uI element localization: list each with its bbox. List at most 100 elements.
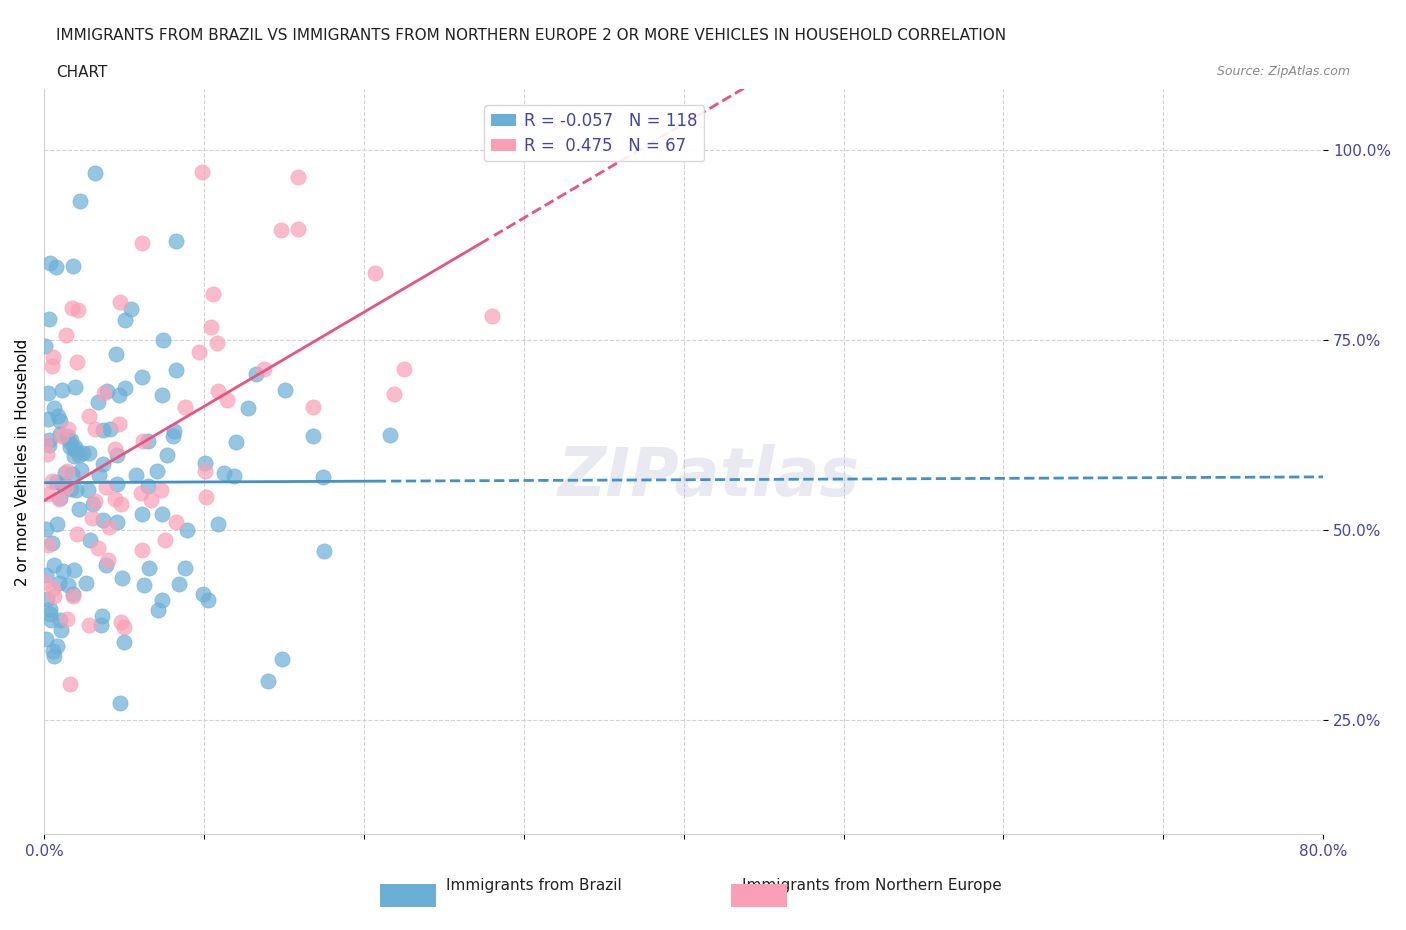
- Point: [131, 542, 153, 557]
- Point: [60, 466, 83, 481]
- Point: [65, 440, 87, 455]
- Point: [90, 609, 112, 624]
- Point: [481, 309, 503, 324]
- Point: [382, 386, 405, 401]
- Point: [39, 255, 62, 270]
- Text: CHART: CHART: [56, 65, 108, 80]
- Point: [41, 359, 63, 374]
- Point: [83, 421, 105, 436]
- Point: [252, 362, 274, 377]
- Point: [56, 578, 79, 592]
- Point: [62, 563, 84, 578]
- Point: [163, 424, 186, 439]
- Point: [48, 491, 70, 506]
- Point: [66, 302, 89, 317]
- Point: [90, 618, 112, 632]
- Point: [131, 236, 153, 251]
- Point: [174, 561, 197, 576]
- Point: [105, 514, 128, 529]
- Point: [110, 295, 132, 310]
- Point: [112, 620, 135, 635]
- Point: [75, 575, 97, 590]
- Point: [77, 445, 100, 460]
- Point: [60, 300, 83, 315]
- Point: [104, 441, 127, 456]
- Point: [176, 523, 198, 538]
- Point: [42, 588, 65, 603]
- Point: [287, 170, 309, 185]
- Point: [207, 384, 229, 399]
- Point: [94, 479, 117, 494]
- Text: Immigrants from Northern Europe: Immigrants from Northern Europe: [742, 878, 1001, 893]
- Point: [104, 347, 127, 362]
- Point: [270, 652, 292, 667]
- Point: [34, 575, 56, 590]
- Point: [69, 193, 91, 208]
- Point: [91, 422, 114, 437]
- Point: [45, 259, 67, 274]
- Point: [42, 350, 65, 365]
- Point: [65, 379, 87, 394]
- Point: [207, 516, 229, 531]
- Point: [87, 468, 110, 483]
- Point: [55, 612, 77, 627]
- Point: [44, 648, 66, 663]
- Point: [287, 221, 309, 236]
- Point: [302, 428, 325, 443]
- Point: [87, 394, 110, 409]
- Point: [82, 497, 104, 512]
- Point: [37, 385, 59, 400]
- Point: [79, 409, 101, 424]
- Point: [59, 676, 82, 691]
- Point: [132, 433, 155, 448]
- Point: [37, 538, 59, 553]
- Point: [55, 327, 77, 342]
- Point: [96, 558, 118, 573]
- Point: [66, 526, 89, 541]
- Point: [191, 586, 214, 601]
- Point: [35, 567, 58, 582]
- Point: [51, 382, 73, 397]
- Point: [51, 428, 73, 443]
- Point: [72, 445, 94, 460]
- Point: [152, 333, 174, 348]
- Point: [55, 464, 77, 479]
- Point: [105, 477, 128, 492]
- Point: [200, 319, 222, 334]
- Point: [42, 401, 65, 416]
- Point: [35, 522, 58, 537]
- Text: IMMIGRANTS FROM BRAZIL VS IMMIGRANTS FROM NORTHERN EUROPE 2 OR MORE VEHICLES IN : IMMIGRANTS FROM BRAZIL VS IMMIGRANTS FRO…: [56, 28, 1007, 43]
- Point: [156, 447, 179, 462]
- Point: [70, 463, 93, 478]
- Point: [56, 429, 79, 444]
- Point: [39, 602, 62, 617]
- Point: [150, 507, 173, 522]
- Point: [245, 366, 267, 381]
- Point: [60, 432, 83, 447]
- Point: [82, 511, 104, 525]
- Point: [96, 384, 118, 399]
- Point: [114, 380, 136, 395]
- Point: [37, 486, 59, 501]
- Point: [150, 482, 173, 497]
- Point: [38, 312, 60, 326]
- Point: [35, 446, 58, 461]
- Point: [58, 433, 80, 448]
- Point: [150, 592, 173, 607]
- Y-axis label: 2 or more Vehicles in Household: 2 or more Vehicles in Household: [15, 339, 30, 586]
- Point: [51, 476, 73, 491]
- Point: [49, 414, 72, 429]
- Point: [46, 408, 69, 423]
- Point: [42, 582, 65, 597]
- Point: [66, 354, 89, 369]
- Point: [138, 560, 160, 575]
- Point: [62, 259, 84, 273]
- Point: [46, 516, 69, 531]
- Point: [42, 644, 65, 658]
- Point: [312, 544, 335, 559]
- Point: [62, 589, 84, 604]
- Point: [37, 412, 59, 427]
- Point: [165, 233, 187, 248]
- Point: [110, 615, 132, 630]
- Point: [41, 473, 63, 488]
